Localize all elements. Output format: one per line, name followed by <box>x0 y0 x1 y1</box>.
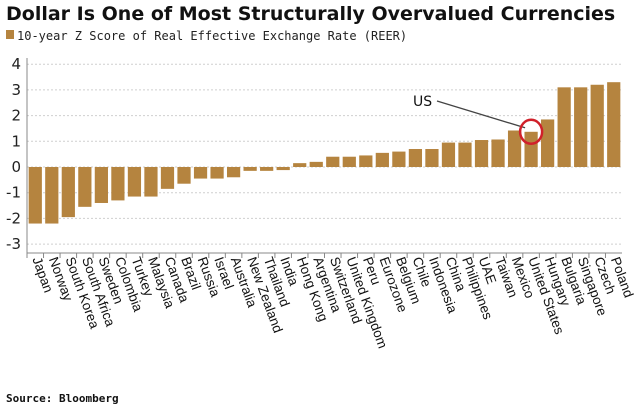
bar-hong-kong <box>293 163 307 167</box>
bar-poland <box>607 82 621 167</box>
bar-peru <box>359 155 373 167</box>
source-note: Source: Bloomberg <box>6 392 119 405</box>
bar-india <box>276 167 290 171</box>
bar-south-africa <box>78 167 92 207</box>
bar-colombia <box>111 167 125 201</box>
bar-canada <box>160 167 175 189</box>
y-tick-label: -1 <box>6 184 21 202</box>
bar-south-korea <box>61 167 75 218</box>
bar-russia <box>193 167 208 179</box>
bar-argentina <box>309 161 323 167</box>
y-tick-label: 2 <box>11 107 21 125</box>
bar-israel <box>210 167 224 179</box>
bar-united-states <box>524 131 538 167</box>
bar-brazil <box>177 167 191 184</box>
bar-turkey <box>127 167 142 197</box>
bar-eurozone <box>375 152 389 167</box>
bar-taiwan <box>491 139 505 167</box>
bar-switzerland <box>326 156 340 167</box>
bar-thailand <box>260 167 274 171</box>
annotation-leader <box>436 100 526 129</box>
bar-australia <box>226 167 241 178</box>
bar-new-zealand <box>243 167 257 171</box>
bar-bulgaria <box>557 87 571 167</box>
legend-swatch <box>6 30 14 39</box>
y-tick-label: 0 <box>11 158 21 176</box>
bar-norway <box>45 167 59 224</box>
bar-sweden <box>94 167 108 203</box>
y-tick-label: 1 <box>11 132 21 150</box>
y-tick-label: 4 <box>11 55 21 73</box>
bar-united-kingdom <box>342 156 356 167</box>
bar-malaysia <box>144 167 158 197</box>
bar-belgium <box>392 151 406 167</box>
annotation-label: US <box>413 94 432 110</box>
legend-label: 10-year Z Score of Real Effective Exchan… <box>17 29 407 43</box>
bar-philippines <box>458 142 472 167</box>
bar-uae <box>474 140 489 167</box>
bar-hungary <box>541 119 555 167</box>
y-tick-label: -3 <box>6 235 21 253</box>
bar-indonesia <box>425 149 439 167</box>
bar-china <box>441 142 456 167</box>
bar-singapore <box>574 87 588 167</box>
chart-title: Dollar Is One of Most Structurally Overv… <box>6 3 615 25</box>
annotation-circle <box>518 118 544 146</box>
bar-mexico <box>507 130 522 167</box>
y-tick-label: -2 <box>6 209 21 227</box>
bar-czech <box>590 84 604 167</box>
y-tick-label: 3 <box>11 81 21 99</box>
bar-japan <box>28 167 42 224</box>
bar-chile <box>408 149 423 167</box>
